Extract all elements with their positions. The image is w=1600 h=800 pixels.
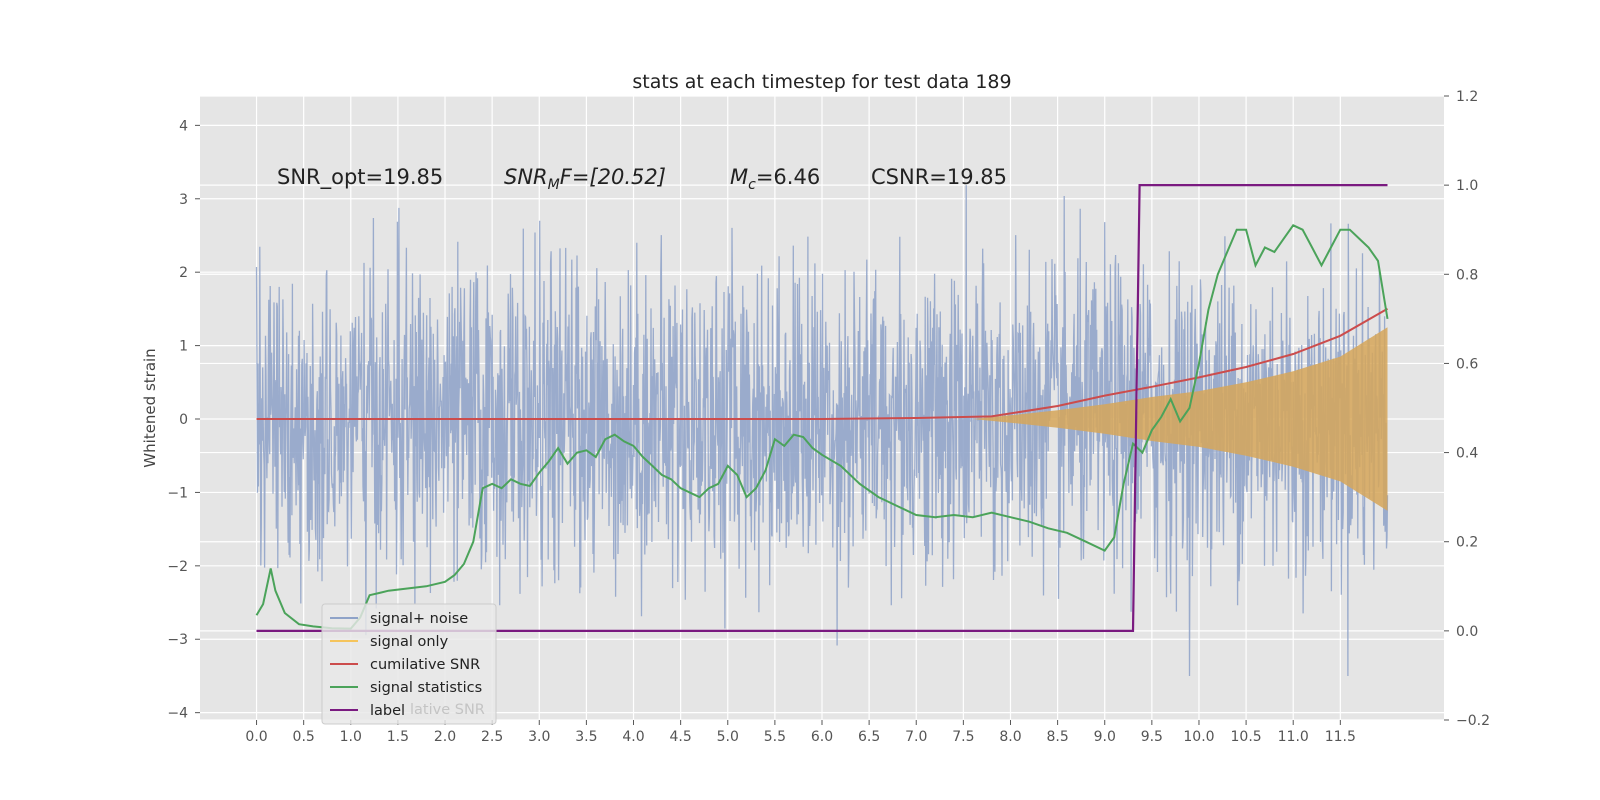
x-tick-label: 10.5	[1231, 729, 1262, 745]
legend-label: label	[370, 703, 405, 719]
axis-ticks: 0.0 0.5 1.0 1.5 2.0 2.5 3.0 3.5 4.0 4.5 5.0 5.5 6.0 6…	[167, 89, 1490, 745]
x-tick-label: 6.5	[858, 729, 880, 745]
x-tick-label: 11.0	[1278, 729, 1309, 745]
x-tick-label: 9.5	[1141, 729, 1163, 745]
y2-tick-label: 0.6	[1456, 356, 1478, 372]
legend-label: signal statistics	[370, 680, 482, 696]
annotation-mc-rest: =6.46	[756, 165, 820, 189]
y2-tick-label: 0.2	[1456, 535, 1478, 551]
y2-tick-label: 0.8	[1456, 267, 1478, 283]
y-tick-label: −2	[167, 559, 188, 575]
annotation-mc-main: M	[730, 165, 748, 189]
annotation-mc-sub: c	[748, 177, 756, 193]
x-tick-label: 0.0	[245, 729, 267, 745]
x-tick-label: 7.0	[905, 729, 927, 745]
y-tick-label: 3	[179, 192, 188, 208]
y-tick-label: −3	[167, 632, 188, 648]
x-tick-label: 2.0	[434, 729, 456, 745]
x-tick-label: 5.5	[764, 729, 786, 745]
annotation-snr-mf-main: SNR	[504, 165, 548, 189]
y-tick-label: −4	[167, 706, 188, 722]
legend-overlap-text: lative SNR	[410, 702, 485, 718]
x-tick-label: 6.0	[811, 729, 833, 745]
x-tick-label: 8.0	[999, 729, 1021, 745]
x-tick-label: 4.0	[622, 729, 644, 745]
y-tick-label: 2	[179, 265, 188, 281]
series-signal-statistics-line	[255, 224, 1389, 630]
legend-label: signal+ noise	[370, 611, 468, 627]
annotation-mc: Mc=6.46	[730, 165, 820, 193]
legend-label: signal only	[370, 634, 449, 650]
x-tick-label: 11.5	[1325, 729, 1356, 745]
y2-tick-label: 1.0	[1456, 178, 1478, 194]
x-tick-label: 4.5	[670, 729, 692, 745]
legend-box	[321, 603, 497, 725]
annotation-snr-mf-sub: M	[548, 177, 560, 193]
y-tick-label: 0	[179, 412, 188, 428]
x-tick-label: 7.5	[952, 729, 974, 745]
series-label-line	[256, 184, 1388, 632]
y-tick-label: 4	[179, 118, 188, 134]
x-tick-label: 10.0	[1183, 729, 1214, 745]
x-tick-label: 8.5	[1046, 729, 1068, 745]
y-axis-label: Whitened strain	[141, 348, 159, 467]
annotation-snr-mf-rest: F=[20.52]	[560, 165, 666, 189]
x-tick-label: 5.0	[717, 729, 739, 745]
x-tick-label: 1.0	[340, 729, 362, 745]
y2-tick-label: 0.4	[1456, 446, 1478, 462]
chart-title: stats at each timestep for test data 189	[632, 71, 1011, 93]
y2-tick-label: −0.2	[1456, 713, 1490, 729]
x-tick-label: 3.5	[575, 729, 597, 745]
legend: lative SNR signal+ noise signal only cumil…	[321, 603, 497, 725]
legend-label: cumilative SNR	[370, 657, 480, 673]
data-layer	[255, 184, 1389, 677]
annotations: SNR_opt=19.85 SNRMF=[20.52] Mc=6.46 CSNR…	[277, 165, 1007, 193]
annotation-csnr: CSNR=19.85	[871, 165, 1007, 189]
x-tick-label: 3.0	[528, 729, 550, 745]
series-cumulative-snr-line	[256, 307, 1388, 420]
annotation-snr-opt: SNR_opt=19.85	[277, 165, 443, 190]
annotation-snr-mf: SNRMF=[20.52]	[504, 165, 666, 193]
y2-tick-label: 1.2	[1456, 89, 1478, 105]
x-tick-label: 9.0	[1094, 729, 1116, 745]
y-tick-label: 1	[179, 339, 188, 355]
x-tick-label: 2.5	[481, 729, 503, 745]
y2-tick-label: 0.0	[1456, 624, 1478, 640]
x-tick-label: 1.5	[387, 729, 409, 745]
x-tick-label: 0.5	[293, 729, 315, 745]
y-tick-label: −1	[167, 485, 188, 501]
